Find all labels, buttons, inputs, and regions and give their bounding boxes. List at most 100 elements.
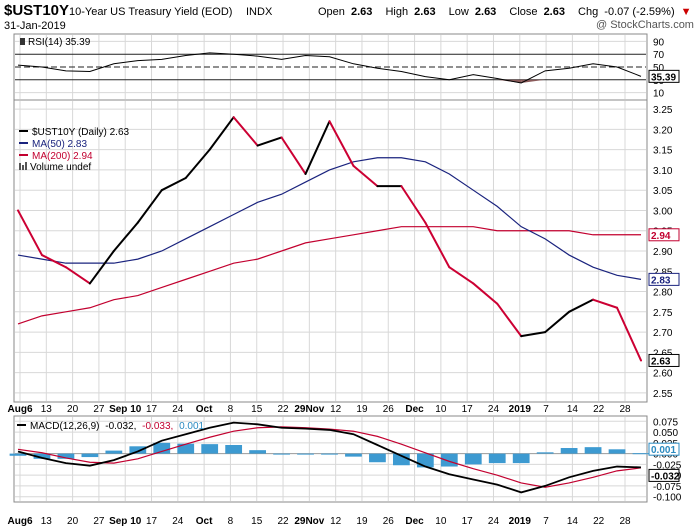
- macd-last-label-text: -0.032: [651, 471, 680, 482]
- x-tick-label-bottom: 2019: [509, 516, 532, 527]
- macd-legend-name: MACD(12,26,9): [30, 421, 99, 432]
- ma200-last-label: 2.94: [648, 228, 680, 242]
- x-tick-label-bottom: 7: [543, 516, 549, 527]
- price-tick-label: 3.25: [653, 105, 673, 116]
- macd-tick-label: -0.025: [653, 460, 682, 471]
- x-tick-label-bottom: 17: [146, 516, 158, 527]
- macd-hist-bar: [632, 453, 650, 455]
- price-segment: [400, 185, 427, 224]
- x-tick-label-top: 14: [567, 404, 579, 415]
- rsi-line: [17, 52, 642, 84]
- macd-hist-bar: [57, 453, 75, 459]
- macd-hist-bar: [297, 453, 314, 455]
- price-segment: [112, 221, 139, 252]
- price-tick-label: 3.15: [653, 146, 673, 157]
- macd-tick-label: -0.075: [653, 482, 682, 493]
- macd-hist-bar: [440, 453, 458, 467]
- x-tick-label-bottom: 8: [228, 516, 234, 527]
- x-tick-label-top: 27: [93, 404, 105, 415]
- price-tick-label: 2.90: [653, 247, 673, 258]
- price-segment: [352, 164, 379, 188]
- chg-label: Chg: [578, 6, 598, 18]
- price-tick-label: 2.65: [653, 348, 673, 359]
- macd-hist-bar: [464, 453, 482, 465]
- macd-hist-bar: [369, 453, 386, 463]
- macd-hist-bar: [560, 448, 578, 454]
- rsi-tick-label: 10: [653, 89, 665, 100]
- x-tick-label-bottom: 29Nov: [294, 516, 324, 527]
- high-value: 2.63: [414, 6, 435, 18]
- chg-value: -0.07 (-2.59%): [604, 6, 674, 18]
- ma50-legend: MA(50) 2.83: [32, 139, 87, 150]
- price-tick-label: 3.20: [653, 125, 673, 136]
- down-arrow-icon: ▼: [681, 6, 692, 18]
- x-tick-label-bottom: 13: [41, 516, 53, 527]
- x-tick-label-top: 13: [41, 404, 53, 415]
- price-segment: [472, 282, 499, 305]
- macd-layer: [9, 421, 650, 494]
- close-label: Close: [509, 6, 537, 18]
- macd-hist-bar: [392, 453, 410, 466]
- price-tick-label: 3.05: [653, 186, 673, 197]
- quote-line: Open 2.63 High 2.63 Low 2.63 Close 2.63 …: [318, 6, 692, 18]
- macd-hist-bar: [153, 442, 171, 454]
- price-segment: [136, 189, 163, 224]
- macd-hist-bar: [488, 453, 506, 464]
- price-segment: [160, 177, 187, 192]
- price-tick-label: 2.85: [653, 267, 673, 278]
- macd-hist-bar: [584, 447, 602, 454]
- x-tick-label-bottom: 20: [67, 516, 79, 527]
- price-segment: [40, 254, 67, 269]
- x-tick-label-bottom: Dec: [405, 516, 424, 527]
- price-segment: [64, 266, 91, 285]
- x-tick-label-bottom: 12: [330, 516, 342, 527]
- macd-hist-bar: [249, 450, 267, 454]
- x-tick-label-top: 2019: [509, 404, 532, 415]
- x-tick-label-bottom: 27: [93, 516, 105, 527]
- ma200-last-label-box: [648, 228, 680, 242]
- price-segment: [256, 136, 283, 147]
- close-last-label: 2.63: [648, 353, 680, 367]
- macd-panel: [13, 415, 648, 503]
- x-tick-label-bottom: 28: [619, 516, 631, 527]
- ma50-last-label-box: [648, 272, 680, 286]
- price-segment: [184, 148, 211, 180]
- hist-last-label-text: 0.001: [651, 445, 676, 456]
- macd-tick-label: 0.075: [653, 417, 678, 428]
- rsi-legend-swatch: [20, 38, 25, 45]
- stockcharts-credit: @ StockCharts.com: [596, 19, 694, 31]
- ma50-last-label: 2.83: [648, 272, 680, 286]
- macd-line: [17, 421, 642, 494]
- x-tick-label-top: Dec: [405, 404, 424, 415]
- price-tick-label: 2.55: [653, 389, 673, 400]
- ma200-legend: MA(200) 2.94: [32, 151, 93, 162]
- macd-legend-signal: -0.033,: [142, 421, 173, 432]
- rsi-tick-label: 50: [653, 63, 665, 74]
- exchange-label: INDX: [246, 6, 273, 18]
- x-tick-label-bottom: Sep 10: [109, 516, 142, 527]
- price-layer: [17, 116, 642, 362]
- price-segment: [448, 266, 475, 285]
- macd-hist-bar: [416, 453, 434, 468]
- x-tick-label-bottom: 17: [462, 516, 474, 527]
- macd-hist-bar: [33, 453, 51, 459]
- price-segment: [568, 298, 595, 313]
- hist-last-label-box: [648, 442, 680, 456]
- macd-hist-bar: [321, 453, 338, 455]
- x-tick-label-top: 24: [488, 404, 500, 415]
- x-tick-label-top: 10: [435, 404, 447, 415]
- macd-hist-bar: [81, 453, 99, 458]
- volume-legend: Volume undef: [30, 162, 91, 173]
- ticker-symbol: $UST10Y: [4, 2, 69, 19]
- price-segment: [424, 221, 451, 269]
- price-segment: [17, 209, 43, 257]
- rsi-legend: RSI(14) 35.39: [28, 37, 91, 48]
- price-segment: [520, 331, 547, 338]
- macd-legend-hist: 0.001: [179, 421, 204, 432]
- macd-tick-label: -0.100: [653, 493, 682, 504]
- macd-hist-bar: [608, 449, 626, 454]
- price-segment: [280, 136, 307, 175]
- ma200-line: [17, 226, 641, 325]
- macd-legend-macd: -0.032,: [105, 421, 136, 432]
